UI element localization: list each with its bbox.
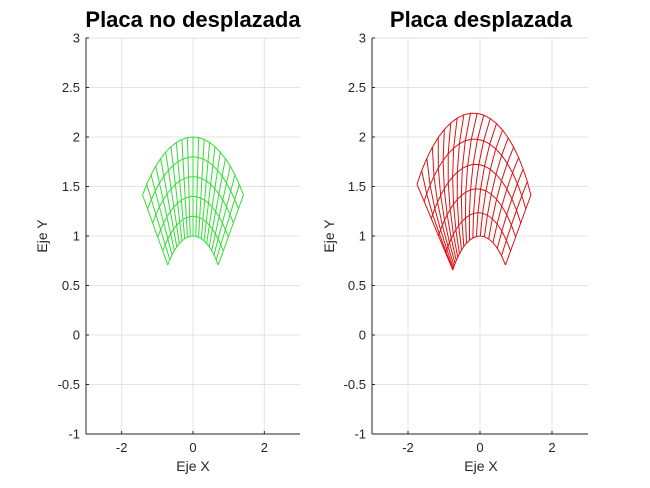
y-tick-label: 0.5 <box>62 278 80 293</box>
y-tick-label: 2 <box>359 130 366 145</box>
mesh-radial-line <box>504 194 532 266</box>
ylabel-left: Eje Y <box>34 219 50 253</box>
mesh-radial-line <box>488 146 515 239</box>
mesh-radial-line <box>447 122 459 258</box>
mesh-radial-line <box>421 170 454 270</box>
mesh-radial-line <box>181 139 188 238</box>
x-tick-label: -2 <box>402 440 414 455</box>
y-tick-label: 0 <box>359 328 366 343</box>
y-tick-label: 1.5 <box>348 179 366 194</box>
y-tick-label: 1 <box>359 229 366 244</box>
mesh-radial-line <box>416 184 454 271</box>
mesh-radial-line <box>208 158 226 247</box>
mesh-radial-line <box>456 114 465 251</box>
y-tick-label: 2.5 <box>62 80 80 95</box>
title-right: Placa desplazada <box>390 7 573 32</box>
mesh-radial-line <box>483 137 509 237</box>
y-tick-label: 1 <box>73 229 80 244</box>
xlabel-left: Eje X <box>176 458 210 474</box>
mesh-arc-line <box>452 235 506 271</box>
mesh-radial-line <box>437 137 456 264</box>
mesh-radial-line <box>150 174 173 256</box>
x-tick-label: 0 <box>476 440 483 455</box>
mesh-radial-line <box>215 184 240 260</box>
mesh-radial-line <box>203 146 216 241</box>
mesh-arc-line <box>430 163 522 224</box>
mesh-radial-line <box>217 194 244 266</box>
title-left: Placa no desplazada <box>85 7 301 32</box>
x-tick-label: -2 <box>116 440 128 455</box>
mesh-radial-line <box>160 158 178 247</box>
mesh-arc-line <box>142 136 244 196</box>
mesh-radial-line <box>501 181 528 256</box>
mesh-arc-line <box>438 188 517 238</box>
mesh-radial-line <box>442 129 457 261</box>
mesh-radial-line <box>431 147 455 267</box>
ylabel-right: Eje Y <box>321 219 337 253</box>
mesh-radial-line <box>211 166 231 251</box>
mesh-radial-line <box>479 129 503 237</box>
mesh-radial-line <box>206 151 221 244</box>
mesh-radial-line <box>200 142 211 239</box>
mesh-radial-line <box>186 137 191 237</box>
y-tick-label: 2.5 <box>348 80 366 95</box>
axes-left: Placa no desplazada Eje X Eje Y -2 0 2 -1 -0… <box>34 7 301 474</box>
y-tick-label: 3 <box>359 31 366 46</box>
x-tick-label: 2 <box>261 440 268 455</box>
x-tick-label: 2 <box>548 440 555 455</box>
mesh-arc-line <box>157 195 229 238</box>
mesh-radial-line <box>492 157 520 243</box>
mesh-radial-line <box>165 151 180 244</box>
mesh <box>416 112 532 271</box>
mesh-radial-line <box>175 142 186 239</box>
mesh-radial-line <box>464 113 478 244</box>
mesh-radial-line <box>170 146 183 241</box>
mesh-arc-line <box>423 138 527 210</box>
mesh-radial-line <box>155 166 175 251</box>
mesh-radial-line <box>213 174 236 256</box>
mesh-arc-line <box>416 112 532 196</box>
y-tick-label: -1 <box>354 427 366 442</box>
y-tick-label: 0 <box>73 328 80 343</box>
y-tick-label: 2 <box>73 130 80 145</box>
y-tick-label: -0.5 <box>344 377 366 392</box>
axes-right: Placa desplazada Eje X Eje Y -2 0 2 -1 -0.5 0… <box>321 7 588 474</box>
y-tick-label: -0.5 <box>58 377 80 392</box>
xlabel-right: Eje X <box>464 458 498 474</box>
mesh-radial-line <box>195 137 200 237</box>
mesh-radial-line <box>452 117 460 254</box>
mesh-arc-line <box>152 176 234 224</box>
mesh-radial-line <box>496 168 524 249</box>
mesh-radial-line <box>468 115 485 241</box>
mesh-radial-line <box>426 158 454 269</box>
mesh-radial-line <box>142 194 169 266</box>
mesh-arc-line <box>162 215 224 252</box>
x-tick-label: 0 <box>189 440 196 455</box>
mesh-arc-line <box>445 212 512 254</box>
mesh-radial-line <box>460 113 472 247</box>
mesh-radial-line <box>475 123 497 237</box>
mesh-arc-line <box>167 235 219 266</box>
mesh <box>142 136 244 266</box>
y-tick-label: -1 <box>68 427 80 442</box>
mesh-arc-line <box>147 156 239 210</box>
mesh-radial-line <box>198 139 205 238</box>
y-tick-label: 3 <box>73 31 80 46</box>
y-tick-label: 0.5 <box>348 278 366 293</box>
mesh-radial-line <box>472 118 491 239</box>
y-tick-label: 1.5 <box>62 179 80 194</box>
mesh-radial-line <box>146 184 171 260</box>
grid <box>86 37 300 435</box>
